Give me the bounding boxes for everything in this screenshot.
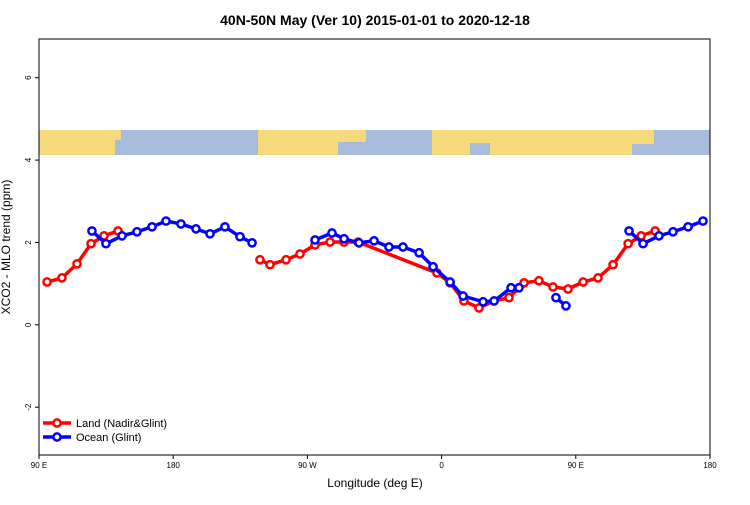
data-point [327, 228, 337, 238]
y-tick-label: 0 [24, 322, 33, 327]
data-point [534, 275, 544, 286]
x-tick-label: 90 E [31, 461, 47, 470]
data-point [683, 221, 693, 232]
data-point [205, 228, 215, 239]
data-point [398, 242, 408, 252]
data-point [117, 231, 127, 241]
data-point [42, 277, 52, 287]
plot-frame [38, 38, 711, 456]
data-point [638, 238, 648, 249]
data-point [247, 238, 257, 248]
data-point [414, 247, 424, 258]
data-point [623, 238, 633, 249]
data-point [514, 282, 524, 293]
data-point [310, 235, 320, 245]
y-tick-label: -2 [24, 403, 33, 411]
data-point [87, 226, 97, 236]
data-point [255, 254, 265, 265]
data-point [668, 226, 678, 237]
data-point [654, 231, 664, 241]
data-point [593, 273, 603, 283]
y-tick-label: 6 [24, 75, 33, 80]
chart-title: 40N-50N May (Ver 10) 2015-01-01 to 2020-… [220, 12, 530, 28]
data-point [478, 296, 488, 307]
x-tick-label: 0 [439, 461, 444, 470]
data-point [551, 292, 561, 303]
data-point [698, 216, 708, 226]
data-point [191, 224, 201, 234]
x-tick-label: 180 [167, 461, 181, 470]
legend-marker [52, 432, 62, 442]
data-point [161, 216, 171, 226]
data-point [458, 291, 468, 301]
data-point [265, 259, 275, 270]
data-point [563, 284, 573, 294]
data-point [506, 282, 516, 293]
legend-marker [52, 418, 62, 428]
y-tick-label: 2 [24, 240, 33, 245]
data-point [101, 238, 111, 249]
data-point [369, 235, 379, 246]
map-land [39, 130, 654, 155]
data-point [220, 221, 230, 232]
data-point [354, 238, 364, 248]
data-point [384, 242, 394, 252]
x-tick-label: 90 W [298, 461, 317, 470]
data-point [339, 233, 349, 244]
data-point [325, 237, 335, 247]
data-point [281, 254, 291, 265]
data-point [235, 231, 245, 242]
data-point [504, 292, 514, 303]
legend-label: Land (Nadir&Glint) [76, 418, 167, 430]
data-point [147, 221, 157, 232]
data-point [428, 261, 438, 272]
x-tick-label: 90 E [568, 461, 584, 470]
data-point [86, 238, 96, 249]
y-axis-label: XCO2 - MLO trend (ppm) [0, 180, 13, 315]
data-point [295, 249, 305, 259]
data-point [578, 277, 588, 287]
data-point [624, 226, 634, 236]
data-point [57, 273, 67, 283]
data-point [445, 277, 455, 287]
data-point [489, 296, 499, 306]
data-point [548, 282, 558, 292]
x-tick-label: 180 [703, 461, 717, 470]
data-point [561, 301, 571, 311]
legend-label: Ocean (Glint) [76, 432, 141, 444]
y-tick-label: 4 [24, 157, 33, 162]
data-point [176, 219, 186, 229]
x-axis-label: Longitude (deg E) [327, 476, 422, 490]
data-point [132, 226, 142, 237]
data-point [608, 259, 618, 270]
data-point [72, 259, 82, 269]
